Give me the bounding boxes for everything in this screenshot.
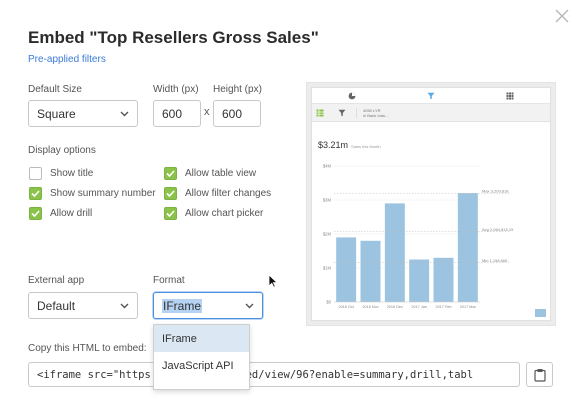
reference-line-label: Avg 2,084,815.15: [482, 227, 514, 232]
default-size-label: Default Size: [28, 84, 82, 95]
format-option-iframe[interactable]: IFrame: [154, 325, 249, 352]
format-select[interactable]: IFrame: [153, 292, 263, 319]
x-tick-label: 2016 Oct: [338, 305, 354, 309]
allow-chart-picker-label: Allow chart picker: [185, 208, 264, 219]
format-value: IFrame: [162, 298, 203, 313]
embed-preview: 4050 LYR in Bank Indu... $3.21m Sales thi…: [306, 82, 556, 326]
x-tick-label: 2017 Mar: [460, 305, 477, 309]
preview-filter-line1: 4050 LYR: [363, 107, 381, 113]
format-option-javascript-api[interactable]: JavaScript API: [162, 359, 234, 372]
external-app-value: Default: [37, 298, 76, 313]
external-app-select[interactable]: Default: [28, 292, 138, 319]
allow-drill-option[interactable]: Allow drill: [29, 207, 92, 220]
check-icon: [166, 170, 175, 177]
allow-filter-changes-option[interactable]: Allow filter changes: [164, 187, 271, 200]
chevron-down-icon: [120, 303, 129, 308]
y-tick-label: $4M: [323, 164, 332, 169]
sheet-icon[interactable]: [316, 109, 324, 117]
preview-toolbar: 4050 LYR in Bank Indu...: [312, 104, 550, 122]
copy-button[interactable]: [526, 362, 553, 387]
pre-applied-filters-link[interactable]: Pre-applied filters: [28, 54, 106, 65]
check-icon: [31, 190, 40, 197]
x-tick-label: 2017 Feb: [435, 305, 451, 309]
bar: [433, 257, 454, 302]
funnel-icon[interactable]: [338, 109, 346, 117]
y-tick-label: $3M: [323, 198, 332, 203]
bar: [457, 193, 478, 302]
width-input[interactable]: 600: [153, 100, 201, 127]
check-icon: [166, 190, 175, 197]
preview-logo: [535, 309, 546, 317]
bar: [409, 259, 430, 302]
show-title-checkbox[interactable]: [29, 167, 42, 180]
x-tick-label: 2016 Dec: [387, 305, 403, 309]
show-summary-number-checkbox[interactable]: [29, 187, 42, 200]
bar: [336, 237, 357, 302]
table-icon[interactable]: [506, 92, 514, 100]
preview-chart-tabs: [312, 88, 550, 104]
allow-filter-changes-checkbox[interactable]: [164, 187, 177, 200]
chevron-down-icon: [120, 111, 129, 116]
format-label: Format: [153, 275, 185, 286]
allow-chart-picker-option[interactable]: Allow chart picker: [164, 207, 263, 220]
preview-summary-number: $3.21m: [318, 140, 349, 150]
allow-drill-checkbox[interactable]: [29, 207, 42, 220]
reference-line-label: Max 3,209,818: [482, 189, 509, 194]
allow-drill-label: Allow drill: [50, 208, 93, 219]
show-summary-number-option[interactable]: Show summary number: [29, 187, 156, 200]
close-icon[interactable]: [554, 8, 570, 24]
show-title-label: Show title: [50, 168, 94, 179]
times-symbol: x: [204, 106, 210, 118]
dialog-title: Embed "Top Resellers Gross Sales": [28, 28, 319, 47]
check-icon: [166, 210, 175, 217]
allow-filter-changes-label: Allow filter changes: [185, 188, 272, 199]
reference-line-label: Min 1,158,665: [482, 258, 508, 263]
preview-summary-caption: Sales this Month: [351, 144, 381, 149]
x-tick-label: 2016 Nov: [362, 305, 378, 309]
y-tick-label: $1M: [323, 266, 332, 271]
allow-table-view-checkbox[interactable]: [164, 167, 177, 180]
copy-html-label: Copy this HTML to embed:: [28, 343, 147, 354]
height-label: Height (px): [213, 84, 262, 95]
width-label: Width (px): [153, 84, 199, 95]
preview-summary: $3.21m Sales this Month: [318, 140, 381, 150]
preview-card: 4050 LYR in Bank Indu... $3.21m Sales thi…: [311, 87, 551, 321]
y-tick-label: $0: [326, 300, 331, 305]
y-tick-label: $2M: [323, 232, 332, 237]
bar: [360, 240, 381, 302]
default-size-select[interactable]: Square: [28, 100, 138, 127]
x-tick-label: 2017 Jan: [411, 305, 427, 309]
format-dropdown: IFrame JavaScript API: [153, 324, 250, 390]
check-icon: [31, 210, 40, 217]
show-summary-number-label: Show summary number: [50, 188, 156, 199]
mouse-cursor-icon: [268, 274, 278, 288]
preview-filter-line2: in Bank Indu...: [363, 112, 389, 118]
height-input[interactable]: 600: [213, 100, 261, 127]
clipboard-icon: [533, 368, 546, 382]
default-size-value: Square: [37, 106, 76, 121]
allow-table-view-label: Allow table view: [185, 168, 257, 179]
embed-code-field[interactable]: <iframe src="https://d no.com/embed/view…: [28, 362, 520, 387]
pie-chart-icon[interactable]: [348, 92, 356, 100]
display-options-label: Display options: [28, 145, 96, 156]
bar: [384, 203, 405, 302]
allow-chart-picker-checkbox[interactable]: [164, 207, 177, 220]
external-app-label: External app: [28, 275, 85, 286]
show-title-option[interactable]: Show title: [29, 167, 93, 180]
preview-bar-chart: $0 $1M $2M $3M $4M 2016 Oct 2016 Nov 2016 Dec 20…: [323, 164, 514, 310]
filter-icon[interactable]: [427, 92, 435, 100]
allow-table-view-option[interactable]: Allow table view: [164, 167, 256, 180]
chevron-down-icon: [245, 303, 254, 308]
